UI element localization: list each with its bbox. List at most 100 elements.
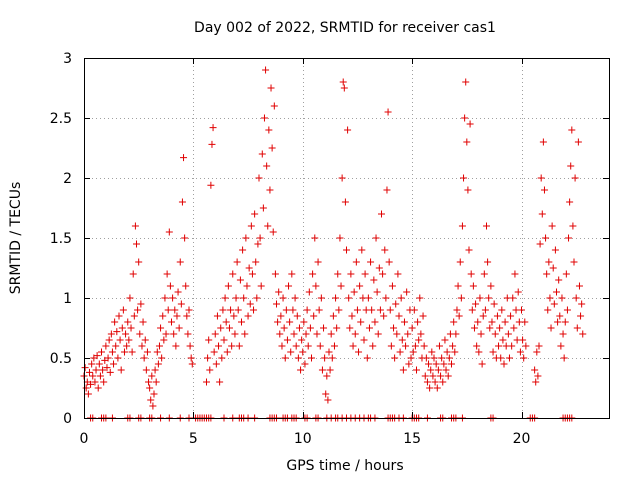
data-point (250, 306, 258, 314)
x-tick-label: 5 (189, 431, 198, 447)
data-point (311, 234, 319, 242)
data-point (327, 330, 335, 338)
data-point (175, 324, 183, 332)
y-tick-labels: 0 0.5 1 1.5 2 2.5 3 (50, 51, 72, 427)
data-point (262, 66, 270, 74)
data-point (149, 402, 157, 410)
data-point (396, 348, 404, 356)
data-point (438, 354, 446, 362)
data-point (122, 330, 130, 338)
data-point (468, 306, 476, 314)
data-point (356, 282, 364, 290)
data-point (183, 312, 191, 320)
data-point (579, 330, 587, 338)
data-point (280, 324, 288, 332)
data-point (373, 288, 381, 296)
data-point (328, 354, 336, 362)
data-point (335, 306, 343, 314)
data-point (305, 288, 313, 296)
data-point (369, 342, 377, 350)
data-point (565, 234, 573, 242)
data-point (443, 348, 451, 356)
data-point (332, 294, 340, 302)
data-point (437, 372, 445, 380)
data-point (454, 282, 462, 290)
data-point (298, 336, 306, 344)
data-point (295, 324, 303, 332)
data-point (212, 360, 220, 368)
data-point (570, 258, 578, 266)
data-point (467, 270, 475, 278)
data-point (365, 324, 373, 332)
data-point (444, 372, 452, 380)
data-point (519, 336, 527, 344)
data-point (505, 354, 513, 362)
data-point (229, 270, 237, 278)
data-point (113, 328, 121, 336)
data-point (87, 380, 95, 388)
y-tick-label: 2 (63, 171, 72, 187)
data-point (155, 342, 163, 350)
y-tick-label: 1.5 (50, 231, 72, 247)
data-point (117, 366, 125, 374)
data-point (434, 366, 442, 374)
data-point (260, 114, 268, 122)
data-point (496, 324, 504, 332)
data-point (577, 312, 585, 320)
data-point (100, 378, 108, 386)
data-point (498, 306, 506, 314)
data-point (321, 354, 329, 362)
data-point (186, 342, 194, 350)
data-point (135, 258, 143, 266)
y-tick-label: 2.5 (50, 111, 72, 127)
data-point (82, 384, 90, 392)
data-point (450, 318, 458, 326)
data-point (123, 342, 131, 350)
data-point (386, 306, 394, 314)
data-point (308, 354, 315, 362)
data-point (456, 258, 464, 266)
data-point (521, 318, 529, 326)
data-point (460, 174, 468, 182)
data-point (337, 282, 345, 290)
data-point (303, 306, 311, 314)
data-point (539, 138, 547, 146)
data-point (547, 324, 555, 332)
data-point (174, 288, 182, 296)
data-point (210, 348, 218, 356)
data-point (381, 246, 389, 254)
data-point (379, 270, 387, 278)
data-point (143, 348, 151, 356)
data-point (281, 354, 289, 362)
data-point (464, 186, 472, 194)
data-point (306, 324, 314, 332)
y-tick-label: 0 (63, 411, 72, 427)
data-point (107, 330, 115, 338)
data-point (265, 126, 273, 134)
data-point (402, 342, 410, 350)
data-point (538, 210, 546, 218)
data-point (347, 270, 355, 278)
data-point (213, 312, 221, 320)
data-point (388, 282, 396, 290)
data-point (574, 138, 582, 146)
data-point (220, 336, 228, 344)
data-point (558, 294, 566, 302)
data-point (259, 204, 267, 212)
data-point (575, 282, 583, 290)
data-point (375, 264, 383, 272)
data-point (84, 390, 92, 398)
data-point (370, 276, 378, 284)
data-point (413, 366, 420, 374)
data-point (294, 354, 302, 362)
data-point (423, 378, 431, 386)
data-point (286, 318, 294, 326)
data-point (136, 330, 144, 338)
data-point (148, 372, 156, 380)
data-point (129, 270, 137, 278)
data-point (127, 324, 135, 332)
data-point (357, 318, 365, 326)
data-point (361, 270, 369, 278)
data-point (422, 354, 430, 362)
data-point (561, 318, 569, 326)
